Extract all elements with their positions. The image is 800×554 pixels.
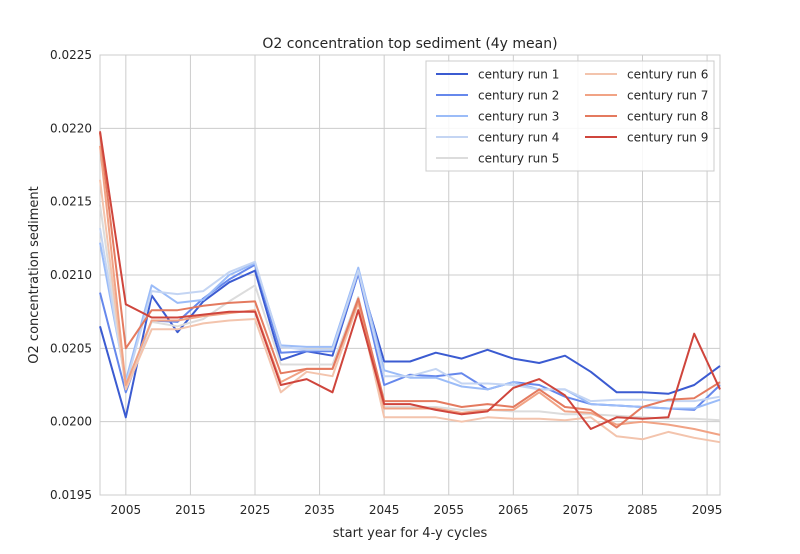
x-tick-label: 2075 [563, 503, 594, 517]
series-line-4 [99, 227, 721, 403]
x-tick-label: 2025 [240, 503, 271, 517]
x-tick-label: 2015 [175, 503, 206, 517]
series-line-8 [99, 132, 721, 429]
x-tick-label: 2095 [692, 503, 723, 517]
legend-label-8: century run 8 [627, 110, 708, 124]
legend-label-5: century run 5 [478, 152, 559, 166]
legend: century run 1 century run 2 century run 3 c… [425, 60, 715, 172]
legend-label-3: century run 3 [478, 110, 559, 124]
series-line-5 [99, 204, 721, 422]
x-tick-label: 2035 [304, 503, 335, 517]
chart-title: O2 concentration top sediment (4y mean) [262, 36, 557, 52]
series-line-9 [99, 131, 721, 430]
legend-label-9: century run 9 [627, 131, 708, 145]
series-line-7 [99, 145, 721, 436]
legend-label-7: century run 7 [627, 89, 708, 103]
series-lines [99, 131, 721, 444]
plot-frame [99, 54, 721, 496]
x-tick-label: 2045 [369, 503, 400, 517]
y-tick-label: 0.0205 [50, 341, 92, 355]
x-tick-label: 2005 [111, 503, 142, 517]
y-tick-label: 0.0210 [50, 268, 92, 282]
series-line-6 [99, 179, 721, 444]
series-line-3 [99, 242, 721, 410]
legend-label-6: century run 6 [627, 68, 708, 82]
legend-label-4: century run 4 [478, 131, 559, 145]
y-tick-label: 0.0195 [50, 488, 92, 502]
legend-label-2: century run 2 [478, 89, 559, 103]
y-axis-label: O2 concentration sediment [27, 186, 42, 363]
legend-box [425, 60, 715, 172]
x-tick-labels: 2005 2015 2025 2035 2045 2055 2065 2075 2085 2095 [111, 503, 723, 517]
x-tick-label: 2065 [498, 503, 529, 517]
y-tick-label: 0.0220 [50, 121, 92, 135]
y-tick-label: 0.0225 [50, 48, 92, 62]
y-tick-labels: 0.0195 0.0200 0.0205 0.0210 0.0215 0.0220 0.02… [50, 48, 92, 502]
y-tick-label: 0.0215 [50, 195, 92, 209]
x-tick-label: 2055 [433, 503, 464, 517]
y-tick-label: 0.0200 [50, 415, 92, 429]
x-tick-label: 2085 [627, 503, 658, 517]
legend-label-1: century run 1 [478, 68, 559, 82]
x-axis-label: start year for 4-y cycles [333, 526, 488, 541]
series-line-1 [99, 269, 721, 419]
grid-lines [100, 54, 720, 496]
